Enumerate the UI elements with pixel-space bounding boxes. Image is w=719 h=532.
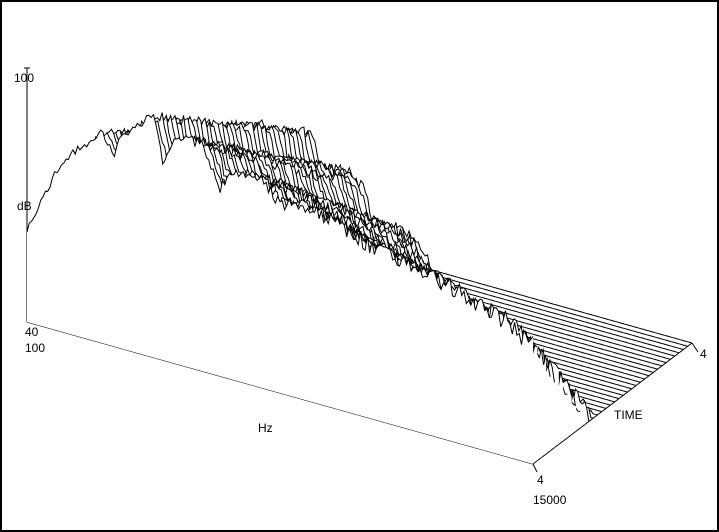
y-axis-label: dB xyxy=(17,199,32,213)
x-tick-label-end: 15000 xyxy=(533,493,567,507)
time-axis-label: TIME xyxy=(614,408,643,422)
time-tick-label-front: 4 xyxy=(537,473,544,487)
waterfall-slice-line xyxy=(26,113,534,345)
waterfall-traces xyxy=(26,112,693,464)
x-tick-label-start: 100 xyxy=(25,341,45,355)
time-axis-tick xyxy=(532,463,538,473)
time-axis-line xyxy=(532,342,693,465)
y-tick-label-top: 100 xyxy=(14,71,34,85)
time-tick-label-back: 4 xyxy=(700,347,707,361)
x-axis-label: Hz xyxy=(258,421,273,435)
time-axis-tick xyxy=(691,342,699,353)
waterfall-slice-fill xyxy=(27,114,533,464)
y-tick-label-bottom: 40 xyxy=(25,325,39,339)
